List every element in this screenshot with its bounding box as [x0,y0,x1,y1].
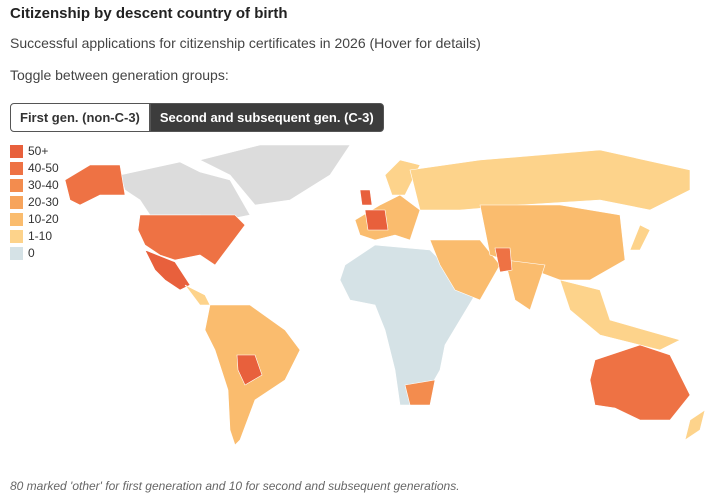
new-zealand [684,409,706,441]
russia [409,149,691,211]
legend: 50+ 40-50 30-40 20-30 10-20 1-10 0 [10,144,59,260]
legend-label: 40-50 [28,161,59,175]
legend-label: 1-10 [28,229,52,243]
southeast-asia [559,279,681,351]
legend-swatch [10,145,23,158]
toggle-group: First gen. (non-C-3) Second and subsequen… [10,103,384,132]
uk [359,189,373,206]
toggle-label: Toggle between generation groups: [10,67,229,83]
mexico [144,249,191,291]
legend-swatch [10,230,23,243]
subtitle: Successful applications for citizenship … [10,35,481,51]
india [504,259,546,311]
legend-swatch [10,247,23,260]
legend-swatch [10,162,23,175]
south-africa [404,379,436,406]
legend-swatch [10,196,23,209]
greenland [199,144,351,206]
pakistan [494,247,513,273]
japan [629,224,651,251]
title: Citizenship by descent country of birth [10,5,288,22]
central-america [184,284,211,306]
legend-label: 50+ [28,144,48,158]
legend-label: 0 [28,246,35,260]
bolivia [236,354,263,386]
legend-swatch [10,179,23,192]
legend-label: 10-20 [28,212,59,226]
footnote: 80 marked 'other' for first generation a… [10,479,460,493]
legend-swatch [10,213,23,226]
australia [589,344,691,421]
toggle-button[interactable]: Second and subsequent gen. (C-3) [149,103,384,132]
france [364,209,389,231]
alaska [64,164,126,206]
world-map [64,144,706,446]
toggle-button[interactable]: First gen. (non-C-3) [10,103,150,132]
legend-label: 20-30 [28,195,59,209]
legend-label: 30-40 [28,178,59,192]
middle-east [429,239,501,301]
usa [137,214,246,266]
